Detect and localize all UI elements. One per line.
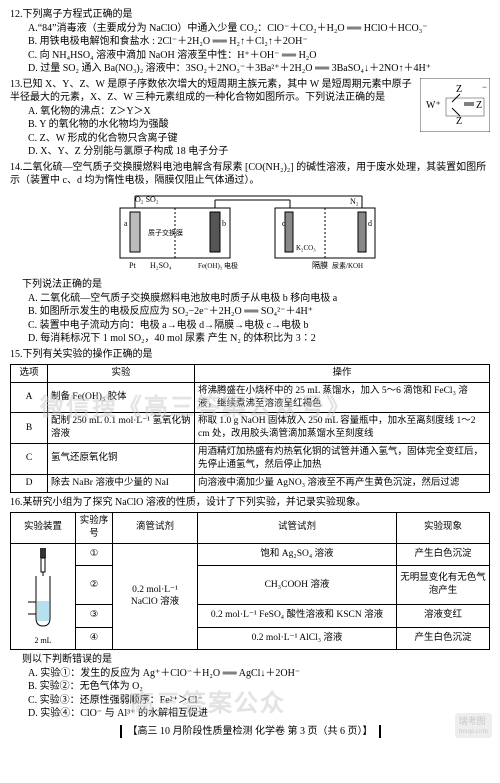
device-label: 2 mL bbox=[14, 636, 72, 647]
q14-D: D. 每消耗标况下 1 mol SO₂，40 mol 尿素 产生 N₂ 的体积比… bbox=[28, 332, 490, 346]
q16-C: C. 实验③：还原性强弱顺序：Fe²⁺＞Cl⁻ bbox=[28, 694, 490, 708]
svg-text:质子交换膜: 质子交换膜 bbox=[148, 228, 183, 237]
table-row: 选项 实验 操作 bbox=[11, 365, 490, 383]
svg-text:a: a bbox=[124, 219, 128, 228]
question-13: W⁺ Z Z Z − 13.已知 X、Y、Z、W 是原子序数依次增大的短周期主族… bbox=[10, 78, 490, 159]
q14-apparatus-icon: O₂ SO₂ Pt Fe(OH)₃ 电极 质子交换膜 H₂SO₄ a b bbox=[100, 190, 400, 272]
table-row: ② CH₃COOH 溶液 无明显变化有无色气泡产生 bbox=[11, 566, 490, 605]
q15-table: 选项 实验 操作 A制备 Fe(OH)₃ 胶体将沸腾盛在小烧杯中的 25 mL … bbox=[10, 364, 490, 493]
svg-text:d: d bbox=[368, 219, 372, 228]
table-row: 2 mL ① 0.2 mol·L⁻¹ NaClO 溶液 饱和 Ag₂SO₄ 溶液… bbox=[11, 543, 490, 566]
q12-stem: 下列离子方程式正确的是 bbox=[23, 9, 133, 20]
q16-B: B. 实验②：无色气体为 O₂ bbox=[28, 680, 490, 694]
svg-text:Z: Z bbox=[456, 84, 462, 95]
q16-stem: 某研究小组为了探究 NaClO 溶液的性质，设计了下列实验，并记录实验现象。 bbox=[23, 497, 366, 508]
svg-text:b: b bbox=[222, 219, 226, 228]
svg-text:Z: Z bbox=[456, 116, 462, 127]
q12-num: 12. bbox=[10, 9, 23, 20]
table-row: A制备 Fe(OH)₃ 胶体将沸腾盛在小烧杯中的 25 mL 蒸馏水，加入 5～… bbox=[11, 382, 490, 413]
exam-page: 微信搜《高三答案公众号》 高三答案公众 12.下列离子方程式正确的是 A.“84… bbox=[0, 0, 500, 742]
q12-D: D. 过量 SO₂ 通入 Ba(NO₃)₂ 溶液中：3SO₂＋2NO₃⁻＋3Ba… bbox=[28, 62, 490, 76]
q15-num: 15. bbox=[10, 349, 23, 360]
test-tube-icon bbox=[18, 546, 68, 632]
svg-text:隔膜: 隔膜 bbox=[312, 260, 328, 270]
svg-text:N₂: N₂ bbox=[350, 197, 359, 206]
table-row: 实验装置 实验序号 滴管试剂 试管试剂 实验现象 bbox=[11, 513, 490, 544]
q15-h0: 选项 bbox=[11, 365, 48, 383]
q16-A: A. 实验①：发生的反应为 Ag⁺＋ClO⁻＋H₂O ══ AgCl↓＋2OH⁻ bbox=[28, 667, 490, 681]
svg-text:H₂SO₄: H₂SO₄ bbox=[150, 261, 172, 270]
q14-stem1: 二氧化硫—空气质子交换膜燃料电池电解含有尿素 [CO(NH₂)₂] 的碱性溶液，… bbox=[10, 162, 486, 187]
q14-C: C. 装置中电子流动方向：电极 a→电极 d→隔膜→电极 c→电极 b bbox=[28, 319, 490, 333]
q16-D: D. 实验④：ClO⁻ 与 Al³⁺ 的水解相互促进 bbox=[28, 707, 490, 721]
svg-text:Pt: Pt bbox=[129, 261, 136, 270]
q12-B: B. 用铁电极电解饱和食盐水 : 2Cl⁻＋2H₂O ══ H₂↑＋Cl₂↑＋2… bbox=[28, 35, 490, 49]
table-row: D除去 NaBr 溶液中少量的 NaI向溶液中滴加少量 AgNO₃ 溶液至不再产… bbox=[11, 474, 490, 492]
q12-B-text: B. 用铁电极电解饱和食盐水 : 2Cl⁻＋2H₂O ══ H₂↑＋Cl₂↑＋2… bbox=[28, 36, 308, 47]
q16-table: 实验装置 实验序号 滴管试剂 试管试剂 实验现象 bbox=[10, 512, 490, 650]
svg-text:Fe(OH)₃ 电极: Fe(OH)₃ 电极 bbox=[198, 261, 238, 270]
table-row: B配制 250 mL 0.1 mol·L⁻¹ 氢氧化钠溶液称取 1.0 g Na… bbox=[11, 413, 490, 444]
q12-A: A.“84”消毒液（主要成分为 NaClO）中通入少量 CO₂：ClO⁻＋CO₂… bbox=[28, 22, 490, 36]
page-footer: 【高三 10 月阶段性质量检测 化学卷 第 3 页（共 6 页）】 bbox=[10, 725, 490, 739]
svg-text:−: − bbox=[482, 82, 487, 92]
svg-text:W⁺: W⁺ bbox=[426, 100, 441, 111]
q15-h2: 操作 bbox=[195, 365, 490, 383]
q12-C: C. 向 NH₄HSO₄ 溶液中滴加 NaOH 溶液至中性：H⁺＋OH⁻ ══ … bbox=[28, 49, 490, 63]
q15-h1: 实验 bbox=[48, 365, 195, 383]
q13-structure-icon: W⁺ Z Z Z − bbox=[420, 78, 490, 132]
q14-A: A. 二氧化硫—空气质子交换膜燃料电池放电时质子从电极 b 移向电极 a bbox=[28, 292, 490, 306]
q14-num: 14. bbox=[10, 162, 23, 173]
question-14: 14.二氧化硫—空气质子交换膜燃料电池电解含有尿素 [CO(NH₂)₂] 的碱性… bbox=[10, 161, 490, 346]
svg-text:尿素/KOH: 尿素/KOH bbox=[332, 261, 363, 270]
drip-label: 0.2 mol·L⁻¹ NaClO 溶液 bbox=[113, 543, 198, 650]
q13-D: D. X、Y、Z 分别能与氯原子构成 18 电子分子 bbox=[28, 145, 490, 159]
q15-stem: 下列有关实验的操作正确的是 bbox=[23, 349, 153, 360]
question-12: 12.下列离子方程式正确的是 A.“84”消毒液（主要成分为 NaClO）中通入… bbox=[10, 8, 490, 76]
q13-stem: 已知 X、Y、Z、W 是原子序数依次增大的短周期主族元素，其中 W 是短周期元素… bbox=[10, 79, 412, 104]
q16-tail: 则以下判断错误的是 bbox=[22, 653, 490, 667]
q13-C: C. Z、W 形成的化合物只含离子键 bbox=[28, 132, 490, 146]
svg-text:K₂CO₃: K₂CO₃ bbox=[296, 244, 316, 252]
question-15: 15.下列有关实验的操作正确的是 选项 实验 操作 A制备 Fe(OH)₃ 胶体… bbox=[10, 348, 490, 493]
corner-url: mxqe.com bbox=[459, 727, 488, 736]
table-row: ④ 0.2 mol·L⁻¹ AlCl₃ 溶液 产生白色沉淀 bbox=[11, 627, 490, 650]
svg-text:c: c bbox=[282, 219, 286, 228]
corner-mark: 瑞考图 bbox=[459, 715, 488, 727]
table-row: C氢气还原氧化铜用酒精灯加热盛有灼热氧化铜的试管并通入氢气，固体完全变红后，先停… bbox=[11, 444, 490, 475]
q16-device-cell: 2 mL bbox=[11, 543, 76, 650]
table-row: ③ 0.2 mol·L⁻¹ FeSO₄ 酸性溶液和 KSCN 溶液 溶液变红 bbox=[11, 605, 490, 628]
footer-text: 【高三 10 月阶段性质量检测 化学卷 第 3 页（共 6 页）】 bbox=[120, 725, 381, 739]
question-16: 16.某研究小组为了探究 NaClO 溶液的性质，设计了下列实验，并记录实验现象… bbox=[10, 496, 490, 721]
q16-num: 16. bbox=[10, 497, 23, 508]
q14-stem2: 下列说法正确的是 bbox=[22, 278, 490, 292]
q13-num: 13. bbox=[10, 79, 23, 90]
svg-text:Z: Z bbox=[476, 100, 482, 111]
corner-watermark: 瑞考图 mxqe.com bbox=[455, 713, 492, 739]
q14-B: B. 如图所示发生的电极反应应为 SO₂−2e⁻＋2H₂O ══ SO₄²⁻＋4… bbox=[28, 305, 490, 319]
